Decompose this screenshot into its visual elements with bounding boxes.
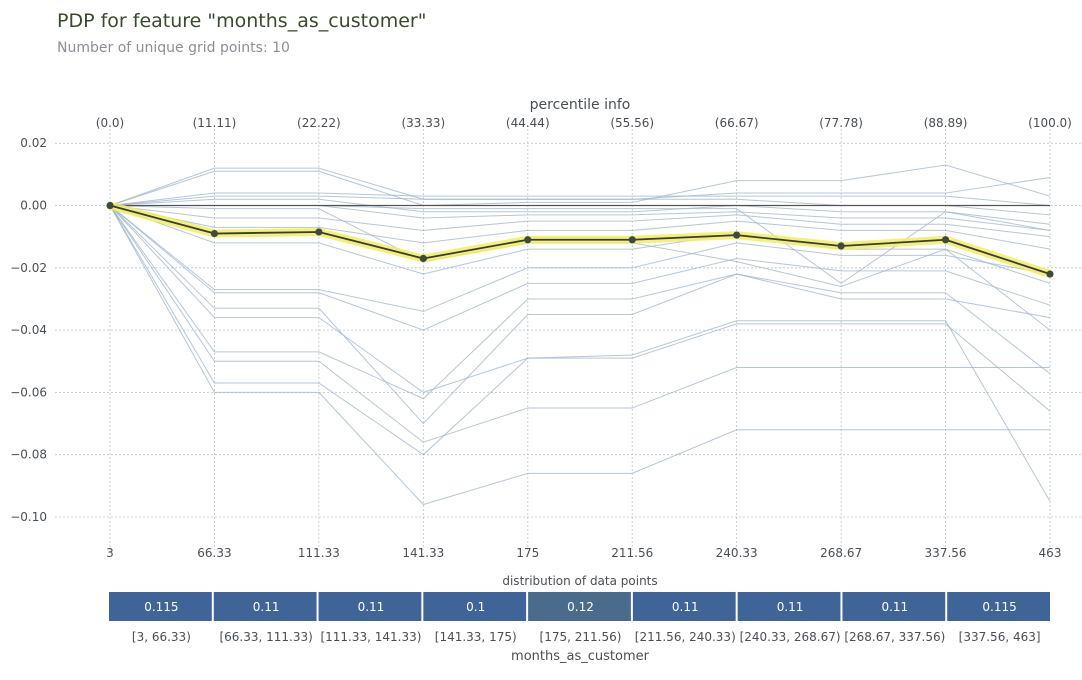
percentile-tick-label: (55.56) — [610, 116, 654, 130]
pdp-point — [733, 231, 741, 239]
distribution-cell — [632, 592, 736, 621]
distribution-bin-label: [175, 211.56) — [540, 630, 622, 644]
y-tick-label: −0.02 — [10, 261, 47, 275]
pdp-point — [106, 201, 114, 210]
ice-line — [109, 205, 1051, 238]
axes-layer: 0.02 0.00 −0.02 −0.04 −0.06 −0.08 −0.10 3 (0.0) 6… — [10, 97, 1072, 560]
pdp-line-layer — [106, 201, 1054, 278]
percentile-tick-label: (66.67) — [715, 116, 759, 130]
distribution-cell — [528, 592, 631, 621]
pdp-point — [419, 254, 427, 263]
ice-line — [109, 205, 1051, 331]
distribution-value: 0.115 — [982, 600, 1016, 614]
x-tick-label: 337.56 — [925, 546, 967, 560]
percentile-tick-label: (0.0) — [96, 116, 124, 130]
pdp-point — [315, 228, 323, 236]
distribution-cell — [423, 592, 527, 621]
distribution-bin-label: [3, 66.33) — [132, 630, 191, 644]
ice-line — [109, 205, 1051, 425]
distribution-value: 0.1 — [466, 600, 485, 614]
percentile-tick-label: (11.11) — [193, 116, 237, 130]
pdp-point — [837, 242, 845, 250]
distribution-cell — [213, 592, 317, 621]
ice-line — [109, 205, 1051, 250]
distribution-value: 0.12 — [567, 600, 594, 614]
distribution-bin-label: [268.67, 337.56) — [844, 630, 945, 644]
distribution-value: 0.11 — [358, 600, 385, 614]
grid-layer — [55, 129, 1082, 550]
x-axis-label: months_as_customer — [511, 649, 650, 664]
distribution-value: 0.11 — [777, 600, 804, 614]
y-tick-label: −0.10 — [10, 510, 47, 524]
x-tick-label: 240.33 — [716, 546, 758, 560]
distribution-cell — [947, 592, 1050, 621]
percentile-tick-label: (77.78) — [819, 116, 863, 130]
ice-lines-layer — [109, 164, 1051, 506]
distribution-bin-label: [66.33, 111.33) — [219, 630, 312, 644]
distribution-value: 0.11 — [253, 600, 280, 614]
ice-line — [109, 205, 1051, 284]
distribution-cell — [842, 592, 946, 621]
distribution-bin-label: [211.56, 240.33) — [635, 630, 736, 644]
ice-line — [109, 205, 1051, 502]
x-tick-label: 111.33 — [298, 546, 340, 560]
ice-line — [109, 205, 1050, 443]
y-tick-label: −0.06 — [10, 385, 47, 399]
top-axis-label: percentile info — [530, 97, 631, 113]
ice-line — [109, 198, 1051, 225]
x-tick-label: 211.56 — [611, 546, 653, 560]
distribution-cell — [109, 592, 212, 621]
x-tick-label: 175 — [516, 546, 539, 560]
pdp-line — [109, 204, 1051, 275]
distribution-value: 0.11 — [881, 600, 908, 614]
x-tick-label: 3 — [106, 546, 114, 560]
pdp-point — [210, 229, 219, 238]
x-tick-label: 141.33 — [402, 546, 444, 560]
pdp-point — [1046, 270, 1054, 278]
distribution-value: 0.115 — [144, 600, 178, 614]
ice-line — [109, 205, 1051, 412]
ice-line — [109, 205, 1051, 400]
ice-line — [109, 205, 1050, 506]
ice-line — [109, 164, 1051, 207]
pdp-point — [524, 236, 532, 244]
distribution-bin-label: [141.33, 175) — [435, 630, 517, 644]
ice-line — [109, 192, 1051, 207]
x-tick-label: 268.67 — [820, 546, 862, 560]
percentile-tick-label: (88.89) — [924, 116, 968, 130]
y-tick-label: 0.02 — [20, 136, 47, 150]
ice-line — [109, 167, 1051, 206]
y-tick-label: −0.08 — [10, 448, 47, 462]
ice-line — [109, 205, 1051, 312]
distribution-bin-label: [337.56, 463] — [959, 630, 1041, 644]
distribution-cell — [318, 592, 422, 621]
distribution-cell — [737, 592, 841, 621]
pdp-point — [941, 236, 950, 244]
distribution-value: 0.11 — [672, 600, 699, 614]
chart-title: PDP for feature "months_as_customer" — [57, 10, 427, 32]
y-tick-label: 0.00 — [20, 199, 47, 213]
distribution-title: distribution of data points — [502, 574, 657, 588]
x-tick-label: 66.33 — [197, 546, 231, 560]
x-tick-label: 463 — [1039, 546, 1062, 560]
distribution-bin-label: [111.33, 141.33) — [320, 630, 421, 644]
percentile-tick-label: (100.0) — [1028, 116, 1072, 130]
y-tick-label: −0.04 — [10, 323, 47, 337]
percentile-tick-label: (22.22) — [297, 116, 341, 130]
pdp-point — [628, 236, 636, 244]
percentile-tick-label: (33.33) — [401, 116, 445, 130]
percentile-tick-label: (44.44) — [506, 116, 550, 130]
chart-subtitle: Number of unique grid points: 10 — [57, 40, 290, 56]
distribution-layer: distribution of data points 0.115 [3, 66.3… — [109, 574, 1050, 664]
distribution-bin-label: [240.33, 268.67) — [740, 630, 841, 644]
